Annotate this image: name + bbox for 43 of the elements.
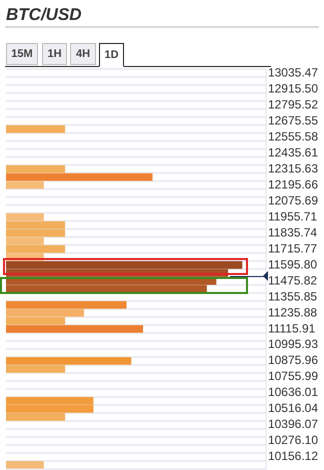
y-tick-label: 11595.80 xyxy=(268,257,318,272)
y-tick-label: 10995.93 xyxy=(268,337,318,352)
bar xyxy=(6,165,66,173)
y-tick-label: 10875.96 xyxy=(268,353,318,368)
y-tick-label: 11835.74 xyxy=(268,225,318,240)
text: 1D xyxy=(99,43,124,67)
text: 15M xyxy=(6,43,38,65)
bar xyxy=(6,357,132,365)
y-tick-label: 11955.71 xyxy=(268,209,318,224)
bar xyxy=(6,460,44,469)
text: 4H xyxy=(70,43,96,65)
y-tick-label: 12435.61 xyxy=(268,145,318,160)
y-tick-label: 12795.52 xyxy=(268,97,318,112)
bar xyxy=(6,245,66,253)
bar xyxy=(6,301,127,309)
bar xyxy=(6,237,44,245)
bar xyxy=(6,365,66,373)
y-tick-label: 10516.04 xyxy=(268,401,318,416)
chart-title: BTC/USD xyxy=(6,5,82,25)
y-tick-label: 12075.69 xyxy=(268,193,318,208)
y-tick-label: 11115.91 xyxy=(268,321,316,336)
y-tick-label: 12315.63 xyxy=(268,161,318,176)
y-tick-label: 12195.66 xyxy=(268,177,318,192)
y-tick-label: 11355.85 xyxy=(268,289,318,304)
bar xyxy=(6,413,66,421)
y-tick-label: 12675.55 xyxy=(268,113,318,128)
y-tick-label: 11715.77 xyxy=(268,241,318,256)
bar xyxy=(6,173,153,181)
y-tick-label: 11475.82 xyxy=(268,273,318,288)
y-tick-label: 10636.01 xyxy=(268,385,318,400)
bar xyxy=(6,213,44,221)
y-tick-label: 10156.12 xyxy=(268,449,318,464)
y-tick-label: 13035.47 xyxy=(268,66,318,80)
y-tick-label: 10396.07 xyxy=(268,417,318,432)
y-tick-label: 10755.99 xyxy=(268,369,318,384)
y-tick-label: 12555.58 xyxy=(268,129,318,144)
bar xyxy=(6,125,66,133)
bar xyxy=(6,325,144,333)
y-tick-label: 11235.88 xyxy=(268,305,318,320)
y-tick-label: 12915.50 xyxy=(268,81,318,96)
text: 1H xyxy=(42,43,67,65)
y-tick-label: 10276.10 xyxy=(268,433,318,448)
bar xyxy=(6,181,44,189)
